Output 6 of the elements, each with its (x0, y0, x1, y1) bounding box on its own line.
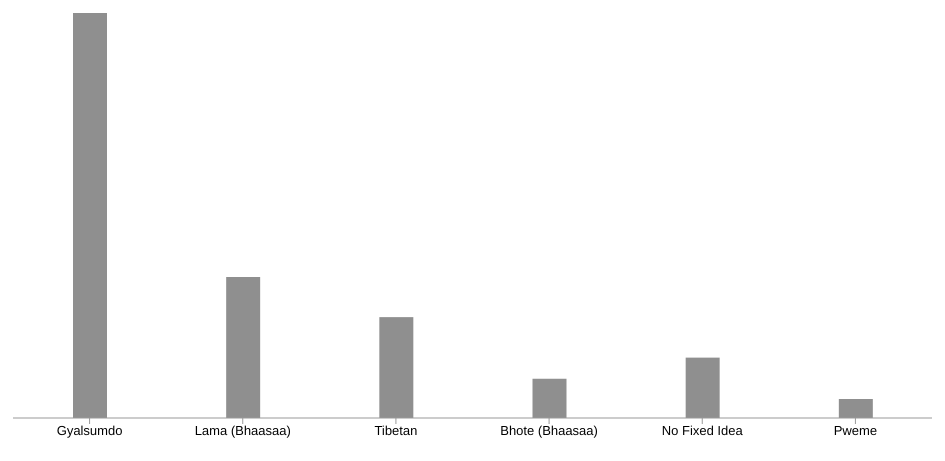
x-tick-label: Bhote (Bhaasaa) (500, 423, 598, 438)
x-tick-label: Tibetan (374, 423, 418, 438)
x-tick-label: Lama (Bhaasaa) (194, 423, 291, 438)
x-tick-label: Pweme (834, 423, 878, 438)
x-tick-label: No Fixed Idea (662, 423, 744, 438)
x-tick-label: Gyalsumdo (56, 423, 122, 438)
